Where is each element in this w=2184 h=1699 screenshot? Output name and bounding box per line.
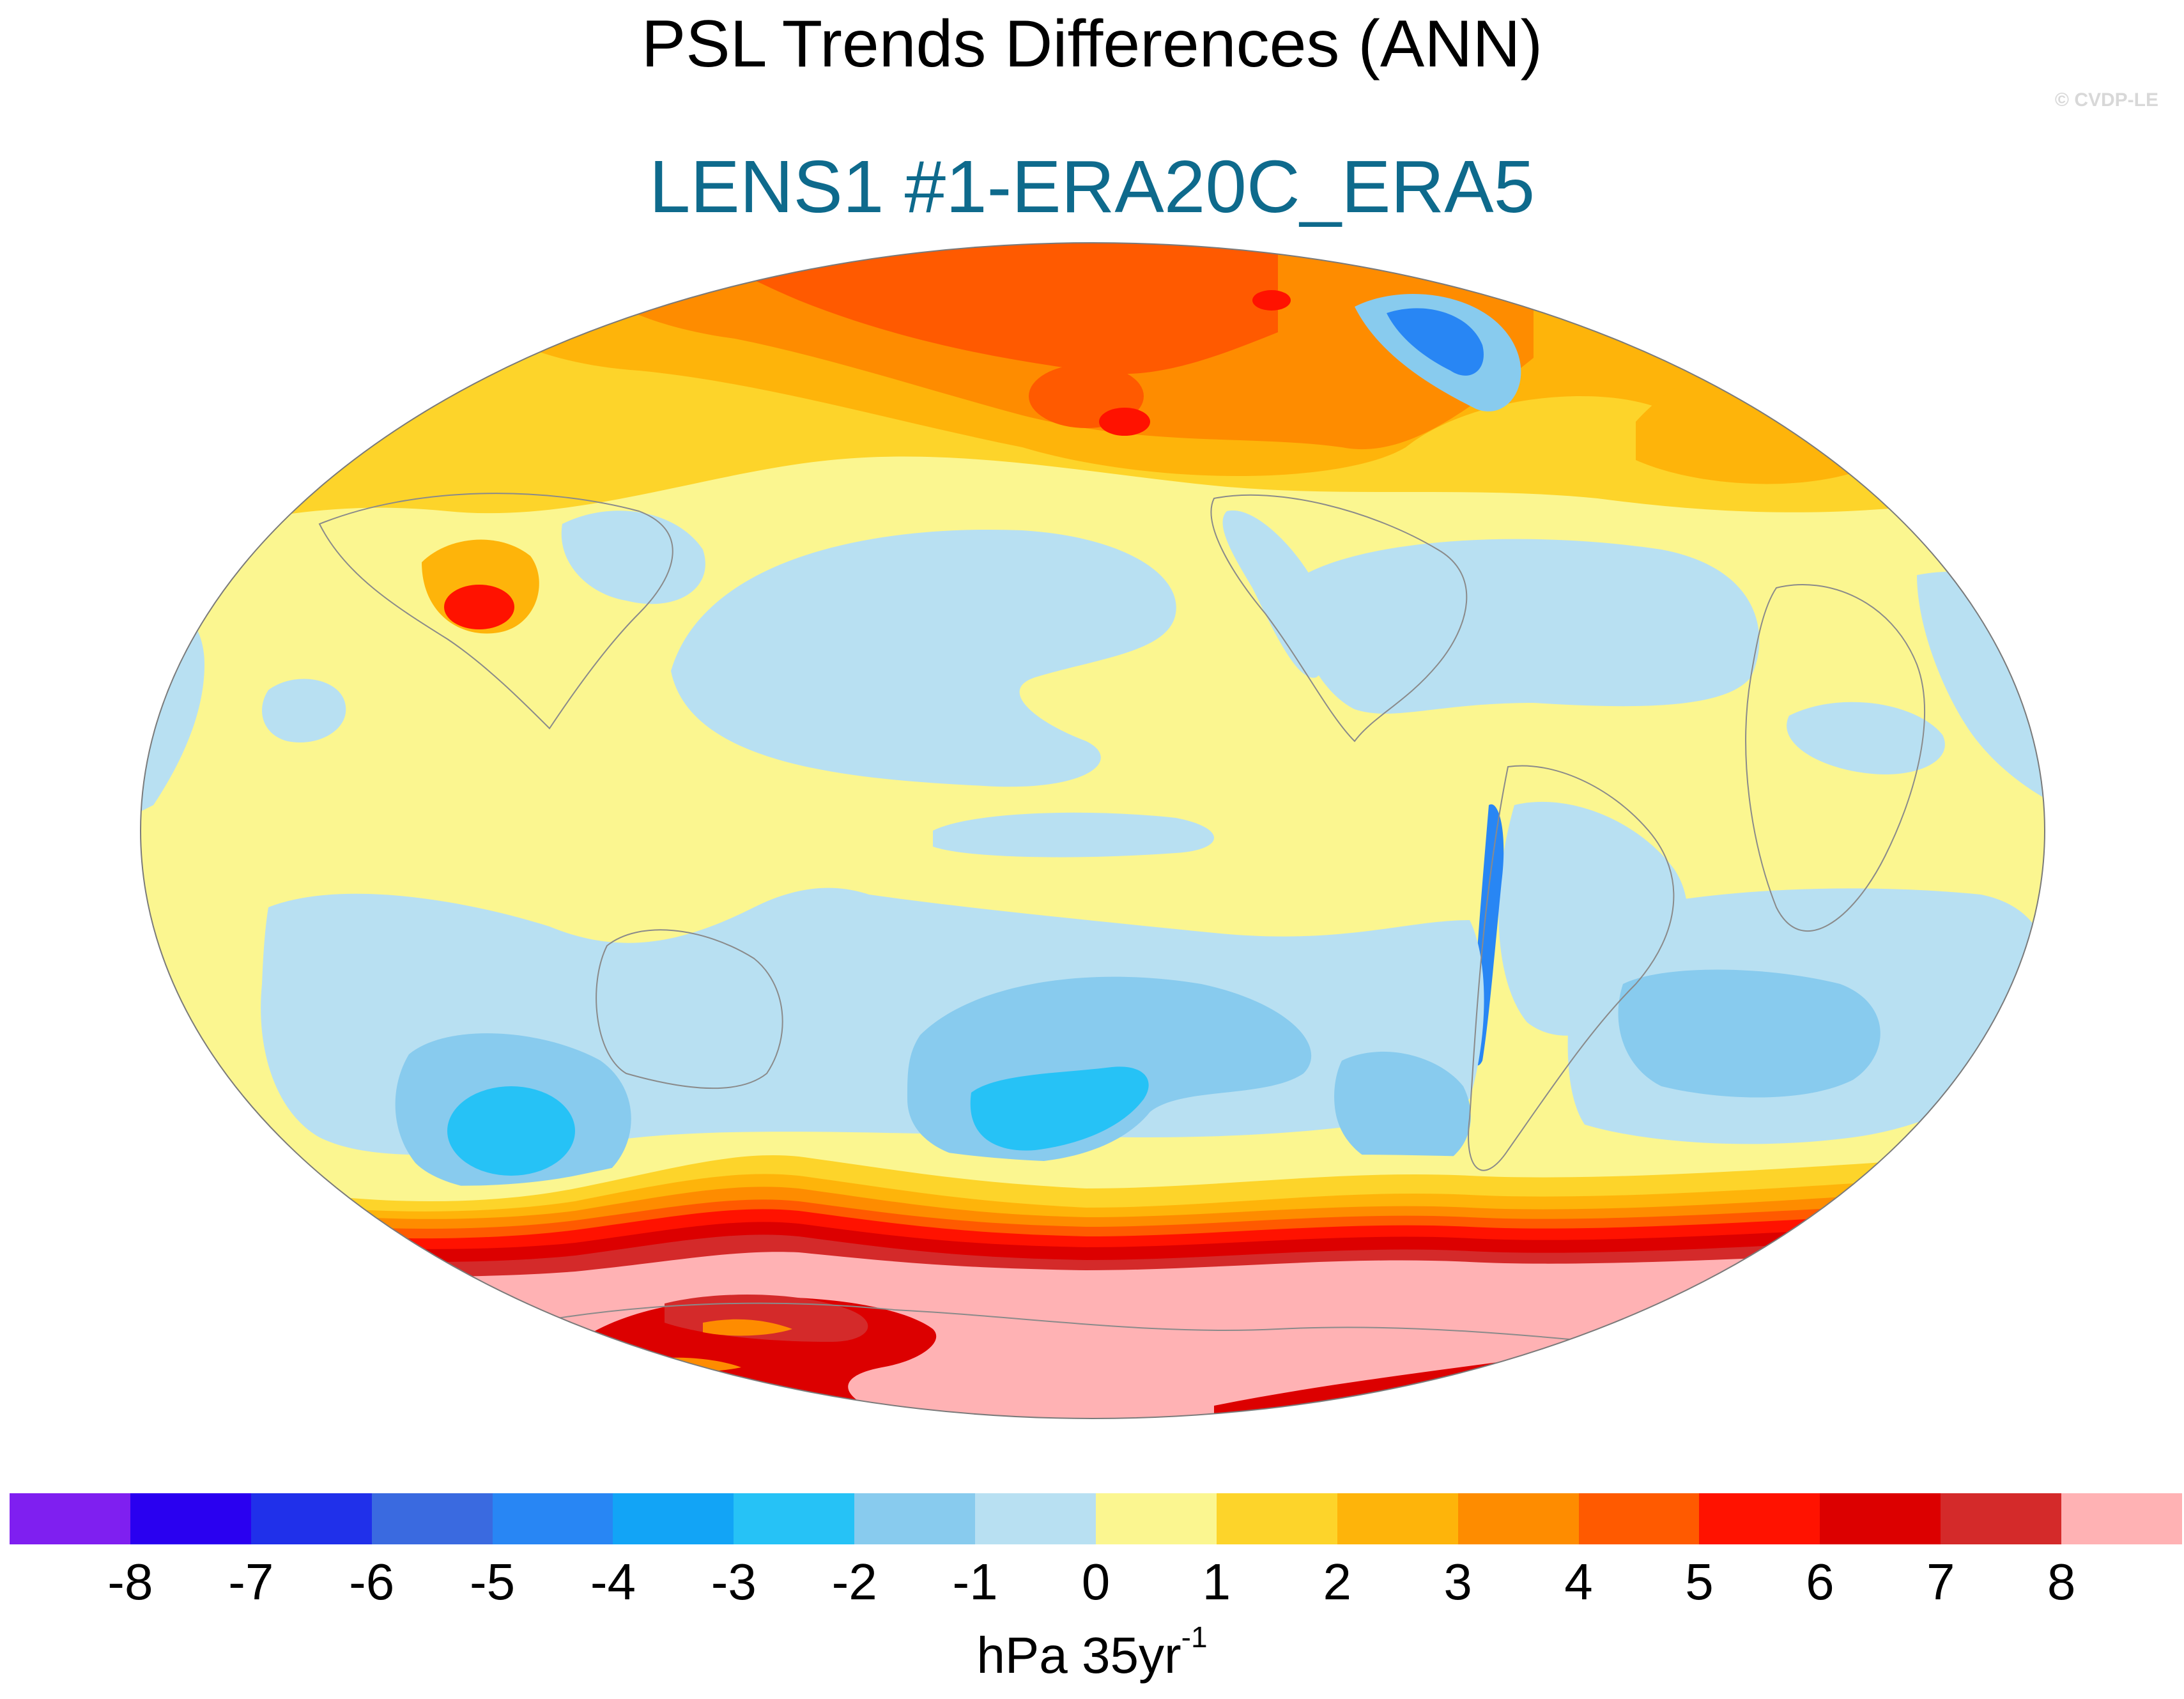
colorbar-tick-label: -2 — [831, 1553, 877, 1610]
tropical-pacific-negative — [933, 812, 1214, 857]
coastlines — [318, 493, 1925, 1349]
colorbar-swatch — [2061, 1493, 2183, 1544]
colorbar-tick-label: 7 — [1926, 1553, 1955, 1610]
north-atlantic-negative — [1298, 539, 1760, 714]
siberia-peak-spot — [1099, 408, 1150, 436]
colorbar-swatch — [492, 1493, 613, 1544]
colorbar-units: hPa 35yr-1 — [0, 1620, 2184, 1685]
colorbar-swatch — [1820, 1493, 1941, 1544]
colorbar-tick-label: -4 — [590, 1553, 636, 1610]
colorbar-swatch — [130, 1493, 251, 1544]
units-exponent: -1 — [1181, 1620, 1208, 1654]
colorbar-tick-label: 1 — [1202, 1553, 1231, 1610]
credit-label: © CVDP-LE — [2054, 89, 2158, 111]
africa-negative-patch — [1787, 702, 1945, 774]
india-negative-patch — [262, 679, 346, 742]
colorbar-swatch — [1457, 1493, 1579, 1544]
tibet-peak — [444, 585, 514, 629]
colorbar-swatch — [250, 1493, 372, 1544]
greenland-negative-inner — [1387, 308, 1484, 376]
colorbar-swatch — [371, 1493, 493, 1544]
colorbar — [10, 1493, 2183, 1544]
map-frame — [140, 242, 2045, 1419]
colorbar-tick-label: -5 — [469, 1553, 516, 1610]
units-base: hPa 35yr — [976, 1627, 1181, 1684]
colorbar-swatch — [1337, 1493, 1458, 1544]
colorbar-swatch — [613, 1493, 734, 1544]
colorbar-tick-label: 2 — [1323, 1553, 1352, 1610]
arctic-peak-spot — [1252, 290, 1291, 311]
colorbar-swatch — [1216, 1493, 1337, 1544]
america-west-coast-patch — [1222, 510, 1328, 678]
colorbar-swatch — [734, 1493, 855, 1544]
colorbar-tick-label: 4 — [1564, 1553, 1593, 1610]
south-east-pacific-low-1-2 — [1334, 1051, 1471, 1171]
colorbar-tick-label: -8 — [107, 1553, 153, 1610]
asia-negative-patch — [561, 511, 705, 604]
colorbar-tick-label: 0 — [1081, 1553, 1111, 1610]
map-subtitle: LENS1 #1-ERA20C_ERA5 — [649, 145, 1535, 228]
colorbar-tick-label: -1 — [952, 1553, 998, 1610]
colorbar-tick-label: 6 — [1806, 1553, 1834, 1610]
arctic-band-4-5 — [703, 243, 1278, 374]
map-title: PSL Trends Differences (ANN) — [641, 7, 1543, 81]
map-field — [141, 243, 2045, 1418]
colorbar-tick-label: 3 — [1443, 1553, 1472, 1610]
antarctica-orange-streaks — [639, 1319, 792, 1372]
colorbar-swatch — [1096, 1493, 1217, 1544]
colorbar-swatch — [1699, 1493, 1820, 1544]
south-pacific-low-core — [970, 1066, 1149, 1151]
south-atlantic-low-1-2 — [1618, 969, 1880, 1098]
north-pacific-negative — [671, 529, 1176, 787]
colorbar-swatch — [1578, 1493, 1700, 1544]
south-indian-low-core — [447, 1086, 575, 1176]
colorbar-tick-label: 5 — [1685, 1553, 1714, 1610]
colorbar-swatch — [1941, 1493, 2062, 1544]
colorbar-tick-label: 8 — [2047, 1553, 2076, 1610]
colorbar-tick-label: -7 — [228, 1553, 274, 1610]
colorbar-tick-label: -6 — [349, 1553, 395, 1610]
colorbar-swatch — [854, 1493, 976, 1544]
colorbar-swatch — [10, 1493, 130, 1544]
colorbar-tick-label: -3 — [711, 1553, 757, 1610]
antarctic-positive-max — [141, 1246, 2045, 1418]
colorbar-swatch — [975, 1493, 1096, 1544]
